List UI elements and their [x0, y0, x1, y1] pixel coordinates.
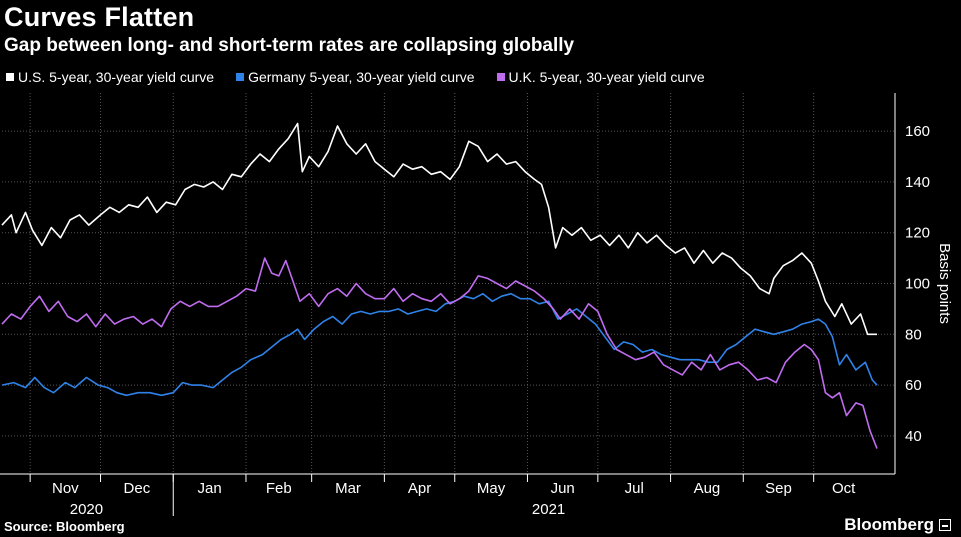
y-tick-label: 140 [905, 174, 930, 191]
x-year-label: 2021 [532, 501, 565, 518]
chart-subtitle: Gap between long- and short-term rates a… [4, 35, 575, 56]
x-tick-label: Oct [832, 480, 856, 497]
x-tick-label: Jun [551, 480, 575, 497]
legend-label-germany: Germany 5-year, 30-year yield curve [248, 69, 475, 85]
y-tick-label: 100 [905, 276, 930, 293]
legend-swatch-uk [496, 73, 505, 81]
legend-swatch-germany [236, 73, 245, 81]
x-tick-label: Jul [625, 480, 644, 497]
x-tick-label: May [477, 480, 506, 497]
y-tick-label: 120 [905, 225, 930, 242]
x-tick-label: Mar [335, 480, 361, 497]
x-tick-label: Apr [408, 480, 431, 497]
legend: U.S. 5-year, 30-year yield curve Germany… [6, 69, 705, 85]
y-tick-label: 60 [905, 377, 922, 394]
terminal-icon [939, 519, 951, 531]
x-tick-label: Dec [124, 480, 151, 497]
series-line-germany [1, 292, 878, 397]
y-tick-label: 160 [905, 123, 930, 140]
y-tick-label: 80 [905, 326, 922, 343]
legend-label-us: U.S. 5-year, 30-year yield curve [18, 69, 215, 85]
chart-title: Curves Flatten [4, 2, 195, 32]
series-line-us [1, 122, 877, 336]
y-tick-label: 40 [905, 428, 922, 445]
series-line-uk [1, 257, 878, 449]
legend-item-germany: Germany 5-year, 30-year yield curve [236, 69, 475, 85]
brand-name: Bloomberg [844, 515, 934, 534]
x-tick-label: Sep [765, 480, 792, 497]
x-year-label: 2020 [70, 501, 103, 518]
legend-swatch-us [6, 73, 14, 81]
x-tick-label: Nov [52, 480, 79, 497]
brand-logo: Bloomberg [844, 515, 951, 535]
legend-label-uk: U.K. 5-year, 30-year yield curve [508, 69, 705, 85]
x-tick-label: Feb [266, 480, 292, 497]
legend-item-uk: U.K. 5-year, 30-year yield curve [496, 69, 705, 85]
x-tick-label: Jan [198, 480, 222, 497]
y-axis-title: Basis points [936, 243, 953, 324]
x-tick-label: Aug [694, 480, 721, 497]
source-note: Source: Bloomberg [4, 519, 125, 534]
legend-item-us: U.S. 5-year, 30-year yield curve [6, 69, 214, 85]
